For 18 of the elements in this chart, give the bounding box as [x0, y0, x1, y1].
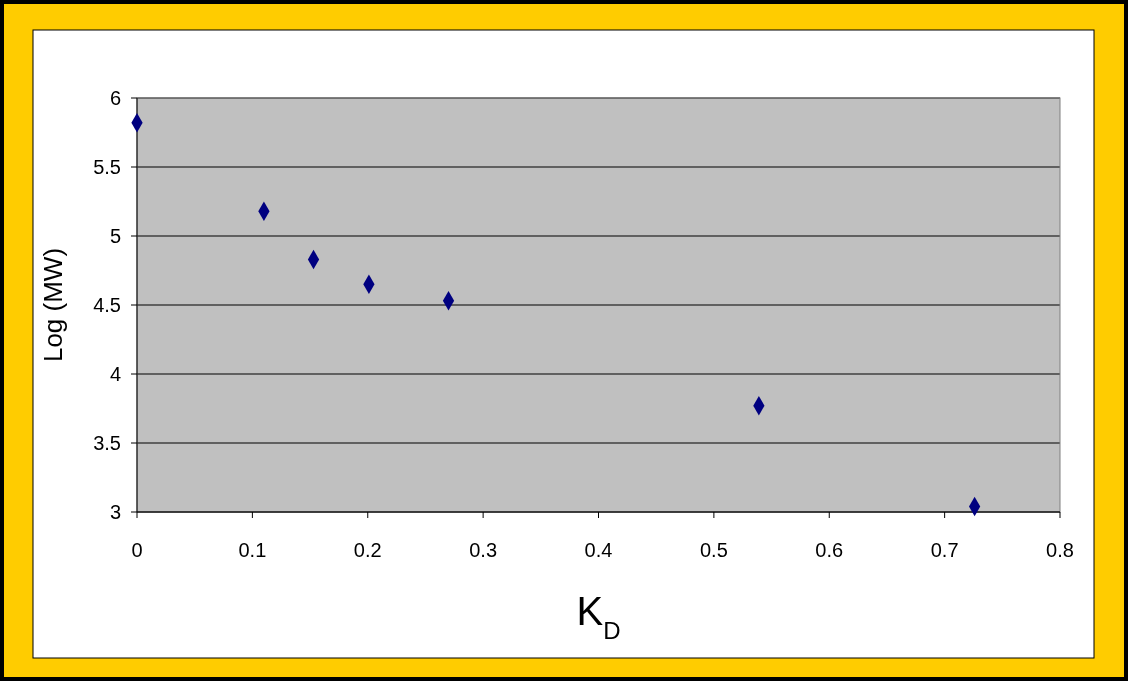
y-tick-label: 5.5 — [93, 156, 121, 178]
x-tick-label: 0.6 — [815, 539, 844, 561]
y-tick-label: 5 — [109, 225, 121, 247]
x-tick-label: 0 — [131, 539, 143, 561]
y-tick-label: 3.5 — [93, 432, 121, 454]
x-tick-label: 0.8 — [1046, 539, 1074, 561]
x-tick-label: 0.3 — [469, 539, 498, 561]
y-tick-label: 6 — [109, 87, 121, 109]
x-axis-title: K$_{D}$ — [576, 589, 621, 644]
x-tick-label: 0.1 — [238, 539, 267, 561]
y-tick-label: 3 — [109, 501, 121, 523]
x-tick-label: 0.2 — [353, 539, 382, 561]
y-axis-title: Log (MW) — [38, 247, 68, 363]
x-tick-label: 0.7 — [930, 539, 959, 561]
x-tick-label: 0.4 — [584, 539, 613, 561]
y-tick-label: 4.5 — [93, 294, 121, 316]
x-tick-label: 0.5 — [699, 539, 728, 561]
y-tick-label: 4 — [109, 363, 121, 385]
